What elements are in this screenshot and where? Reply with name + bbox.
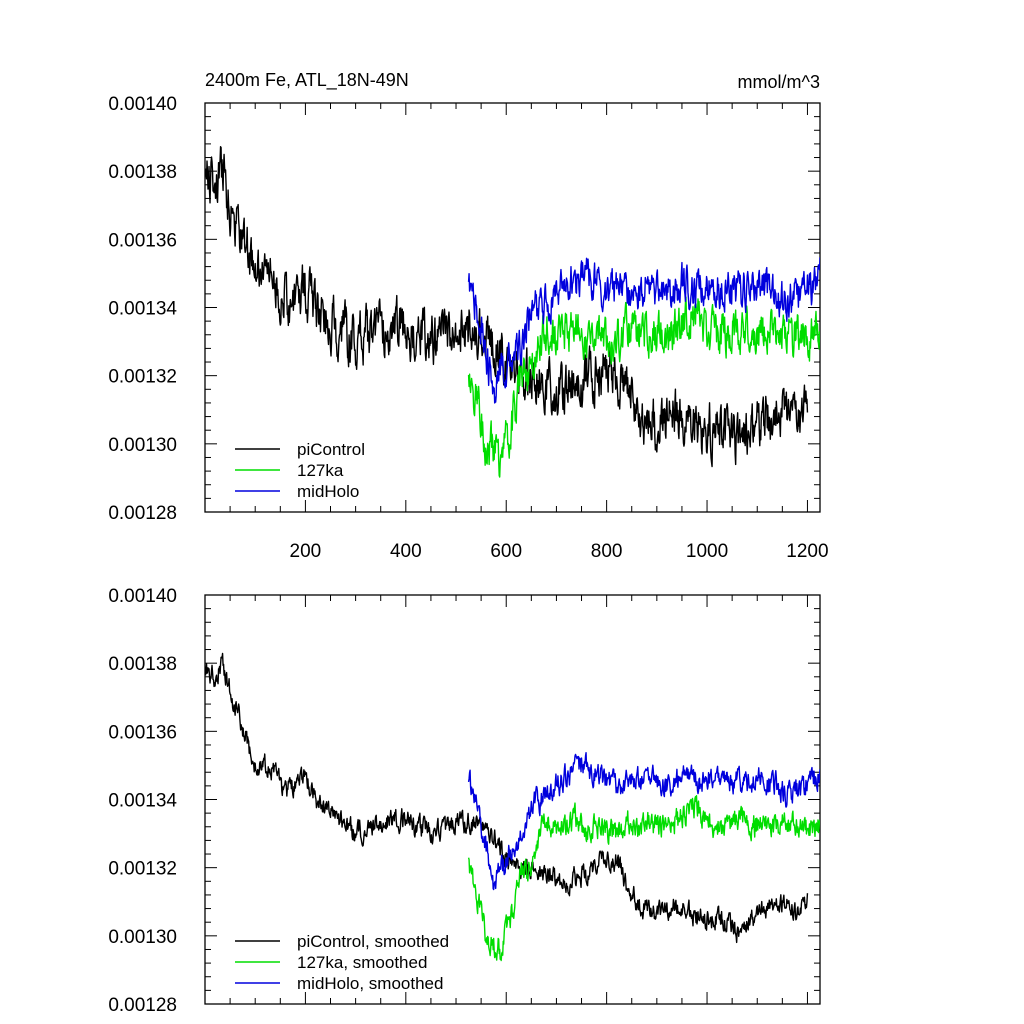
chart-panel-1: 0.00128 0.00130 0.00132 0.00134 0.00136 0.001… [108, 70, 828, 562]
legend-label: piControl [297, 440, 365, 459]
legend-label: 127ka, smoothed [297, 953, 427, 972]
y-tick-label: 0.00128 [108, 503, 177, 524]
y-tick-label: 0.00140 [108, 586, 177, 607]
y-tick-label: 0.00130 [108, 435, 177, 456]
y-tick-label: 0.00138 [108, 162, 177, 183]
x-tick-label: 1000 [686, 541, 728, 562]
series-line-picontrol-smoothed [205, 652, 809, 944]
x-tick-label: 1200 [786, 541, 828, 562]
legend-label: piControl, smoothed [297, 932, 449, 951]
legend-label: midHolo, smoothed [297, 974, 443, 993]
y-tick-label: 0.00136 [108, 722, 177, 743]
chart-panel-2: 0.00128 0.00130 0.00132 0.00134 0.00136 0.001… [108, 586, 821, 1016]
legend-label: 127ka [297, 461, 344, 480]
y-tick-label: 0.00130 [108, 927, 177, 948]
y-tick-label: 0.00136 [108, 230, 177, 251]
y-tick-label: 0.00132 [108, 367, 177, 388]
y-tick-label: 0.00132 [108, 859, 177, 880]
units-label: mmol/m^3 [738, 72, 820, 92]
chart-title: 2400m Fe, ATL_18N-49N [205, 70, 409, 91]
x-tick-label: 800 [591, 541, 623, 562]
legend-label: midHolo [297, 482, 359, 501]
x-tick-label: 600 [490, 541, 522, 562]
series-line-picontrol [205, 146, 809, 468]
series-line-127ka [467, 296, 820, 478]
series-line-127ka-smoothed [467, 795, 820, 962]
series-line-midholo [467, 257, 820, 404]
y-tick-label: 0.00140 [108, 94, 177, 115]
y-tick-label: 0.00138 [108, 654, 177, 675]
y-tick-label: 0.00128 [108, 995, 177, 1016]
series-line-midholo-smoothed [467, 752, 820, 891]
x-tick-label: 400 [390, 541, 422, 562]
y-tick-label: 0.00134 [108, 791, 177, 812]
x-tick-label: 200 [290, 541, 322, 562]
y-tick-label: 0.00134 [108, 299, 177, 320]
